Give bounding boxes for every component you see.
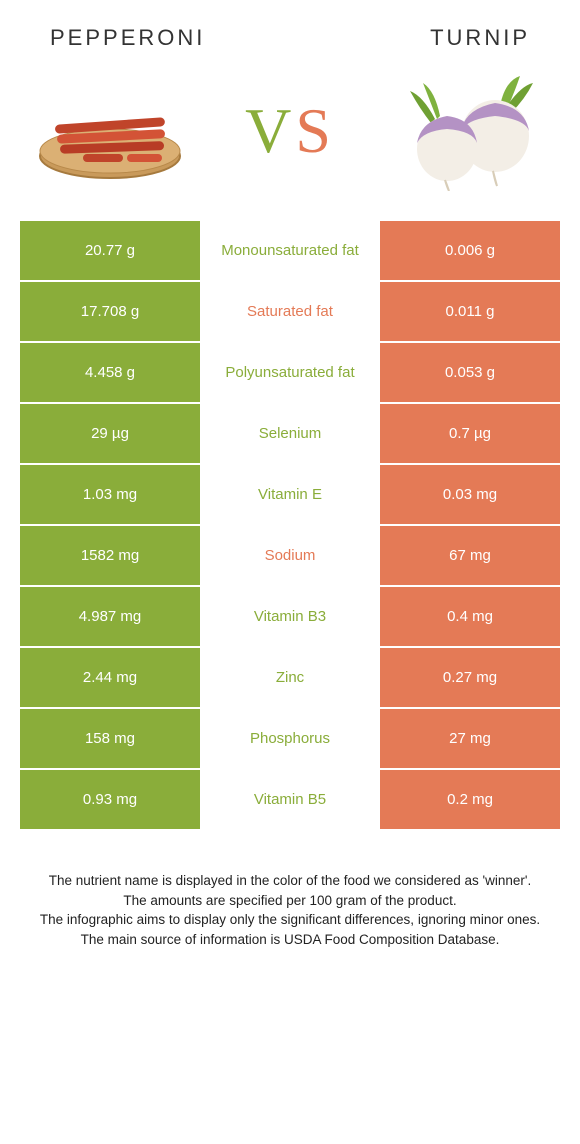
table-row: 1582 mgSodium67 mg [20,526,560,585]
turnip-image [380,71,550,191]
left-value: 17.708 g [20,282,200,341]
table-row: 0.93 mgVitamin B50.2 mg [20,770,560,829]
table-row: 158 mgPhosphorus27 mg [20,709,560,768]
table-row: 1.03 mgVitamin E0.03 mg [20,465,560,524]
footer-line: The infographic aims to display only the… [30,910,550,930]
right-value: 0.4 mg [380,587,560,646]
right-value: 0.03 mg [380,465,560,524]
nutrient-label: Polyunsaturated fat [200,343,380,402]
left-value: 20.77 g [20,221,200,280]
vs-s: S [295,95,335,166]
nutrient-label: Sodium [200,526,380,585]
table-row: 2.44 mgZinc0.27 mg [20,648,560,707]
right-value: 0.053 g [380,343,560,402]
right-value: 0.7 µg [380,404,560,463]
left-value: 1.03 mg [20,465,200,524]
nutrient-label: Zinc [200,648,380,707]
table-row: 4.458 gPolyunsaturated fat0.053 g [20,343,560,402]
table-row: 20.77 gMonounsaturated fat0.006 g [20,221,560,280]
left-value: 4.458 g [20,343,200,402]
footer-line: The nutrient name is displayed in the co… [30,871,550,891]
table-row: 4.987 mgVitamin B30.4 mg [20,587,560,646]
comparison-table: 20.77 gMonounsaturated fat0.006 g17.708 … [0,221,580,829]
table-row: 17.708 gSaturated fat0.011 g [20,282,560,341]
right-value: 0.2 mg [380,770,560,829]
nutrient-label: Vitamin B3 [200,587,380,646]
right-value: 67 mg [380,526,560,585]
nutrient-label: Vitamin E [200,465,380,524]
right-value: 0.27 mg [380,648,560,707]
right-value: 0.006 g [380,221,560,280]
nutrient-label: Phosphorus [200,709,380,768]
footer-notes: The nutrient name is displayed in the co… [0,831,580,999]
footer-line: The main source of information is USDA F… [30,930,550,950]
infographic-container: PEPPERONI TURNIP VS [0,0,580,999]
right-value: 0.011 g [380,282,560,341]
left-value: 158 mg [20,709,200,768]
left-value: 29 µg [20,404,200,463]
right-food-title: TURNIP [430,25,530,51]
pepperoni-image [30,71,200,191]
header: PEPPERONI TURNIP [0,0,580,61]
left-value: 1582 mg [20,526,200,585]
left-food-title: PEPPERONI [50,25,205,51]
left-value: 2.44 mg [20,648,200,707]
table-row: 29 µgSelenium0.7 µg [20,404,560,463]
vs-label: VS [245,94,335,168]
left-value: 0.93 mg [20,770,200,829]
nutrient-label: Vitamin B5 [200,770,380,829]
nutrient-label: Saturated fat [200,282,380,341]
vs-row: VS [0,61,580,221]
vs-v: V [245,95,295,166]
left-value: 4.987 mg [20,587,200,646]
right-value: 27 mg [380,709,560,768]
nutrient-label: Selenium [200,404,380,463]
footer-line: The amounts are specified per 100 gram o… [30,891,550,911]
nutrient-label: Monounsaturated fat [200,221,380,280]
